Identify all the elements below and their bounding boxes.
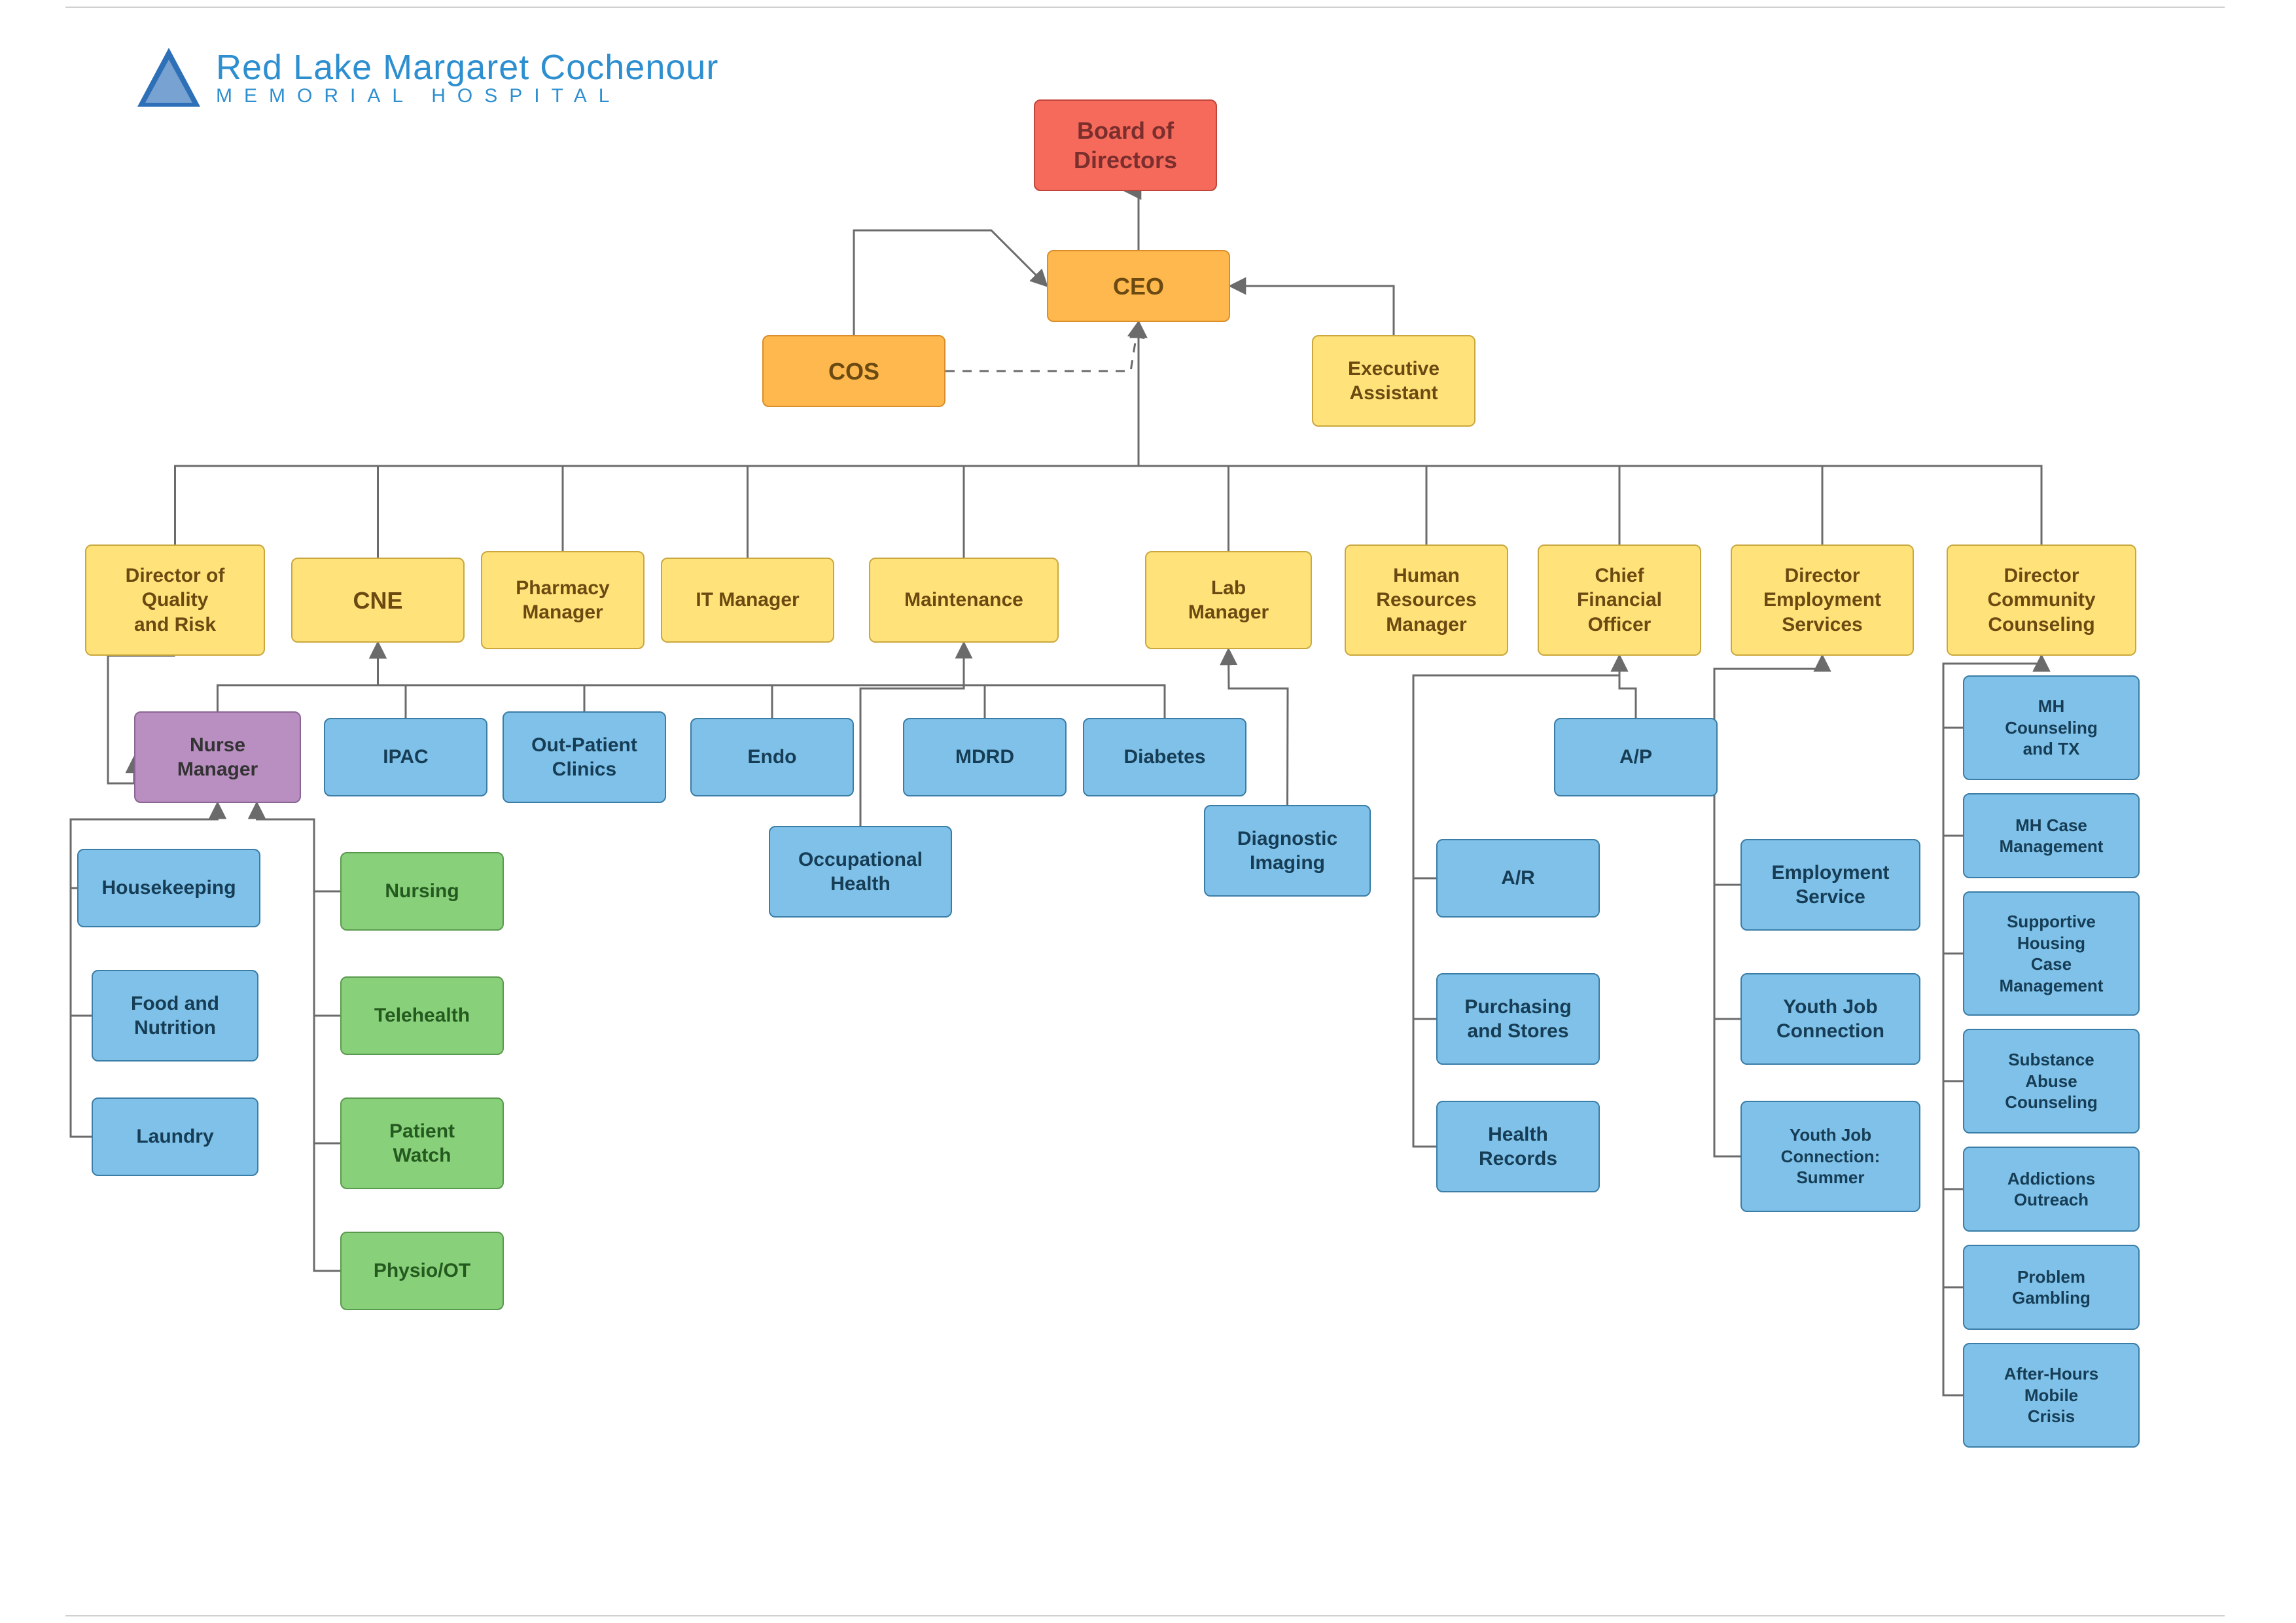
node-diagimg: DiagnosticImaging (1204, 805, 1371, 897)
diagram-page: Red Lake Margaret Cochenour MEMORIAL HOS… (65, 7, 2225, 1616)
node-mhctx: MHCounselingand TX (1963, 675, 2140, 780)
node-maint: Maintenance (869, 558, 1059, 643)
node-cne: CNE (291, 558, 465, 643)
node-yjcs: Youth JobConnection:Summer (1740, 1101, 1920, 1212)
node-empsvc: EmploymentService (1740, 839, 1920, 931)
node-ar: A/R (1436, 839, 1600, 918)
node-addout: AddictionsOutreach (1963, 1147, 2140, 1232)
node-supphouse: SupportiveHousingCaseManagement (1963, 891, 2140, 1016)
node-healthrec: HealthRecords (1436, 1101, 1600, 1192)
node-cos: COS (762, 335, 945, 407)
node-cfo: ChiefFinancialOfficer (1538, 544, 1701, 656)
node-endo: Endo (690, 718, 854, 796)
node-mdrd: MDRD (903, 718, 1067, 796)
node-laundry: Laundry (92, 1097, 258, 1176)
edge-layer (65, 8, 2225, 1618)
node-nursemgr: NurseManager (134, 711, 301, 803)
org-logo: Red Lake Margaret Cochenour MEMORIAL HOS… (137, 47, 718, 107)
node-occhealth: OccupationalHealth (769, 826, 952, 918)
node-des: DirectorEmploymentServices (1731, 544, 1914, 656)
node-ipac: IPAC (324, 718, 487, 796)
node-itmgr: IT Manager (661, 558, 834, 643)
org-name-main: Red Lake Margaret Cochenour (216, 47, 718, 88)
node-physio: Physio/OT (340, 1232, 504, 1310)
logo-text: Red Lake Margaret Cochenour MEMORIAL HOS… (216, 47, 718, 107)
node-pharm: PharmacyManager (481, 551, 645, 649)
node-nursing: Nursing (340, 852, 504, 931)
node-dcc: DirectorCommunityCounseling (1947, 544, 2136, 656)
node-ahcrisis: After-HoursMobileCrisis (1963, 1343, 2140, 1448)
node-ea: ExecutiveAssistant (1312, 335, 1475, 427)
node-ceo: CEO (1047, 250, 1230, 322)
node-foodnut: Food andNutrition (92, 970, 258, 1061)
node-telehealth: Telehealth (340, 976, 504, 1055)
node-pwatch: PatientWatch (340, 1097, 504, 1189)
node-subabuse: SubstanceAbuseCounseling (1963, 1029, 2140, 1133)
node-board: Board ofDirectors (1034, 99, 1217, 191)
node-probgamb: ProblemGambling (1963, 1245, 2140, 1330)
node-housekeep: Housekeeping (77, 849, 260, 927)
node-purch: Purchasingand Stores (1436, 973, 1600, 1065)
node-opc: Out-PatientClinics (503, 711, 666, 803)
node-dqr: Director ofQualityand Risk (85, 544, 265, 656)
org-name-sub: MEMORIAL HOSPITAL (216, 85, 718, 107)
node-hrmgr: HumanResourcesManager (1345, 544, 1508, 656)
node-yjc: Youth JobConnection (1740, 973, 1920, 1065)
node-mhcase: MH CaseManagement (1963, 793, 2140, 878)
node-ap: A/P (1554, 718, 1718, 796)
logo-triangle-icon (137, 48, 200, 107)
node-diabetes: Diabetes (1083, 718, 1246, 796)
node-labmgr: LabManager (1145, 551, 1312, 649)
